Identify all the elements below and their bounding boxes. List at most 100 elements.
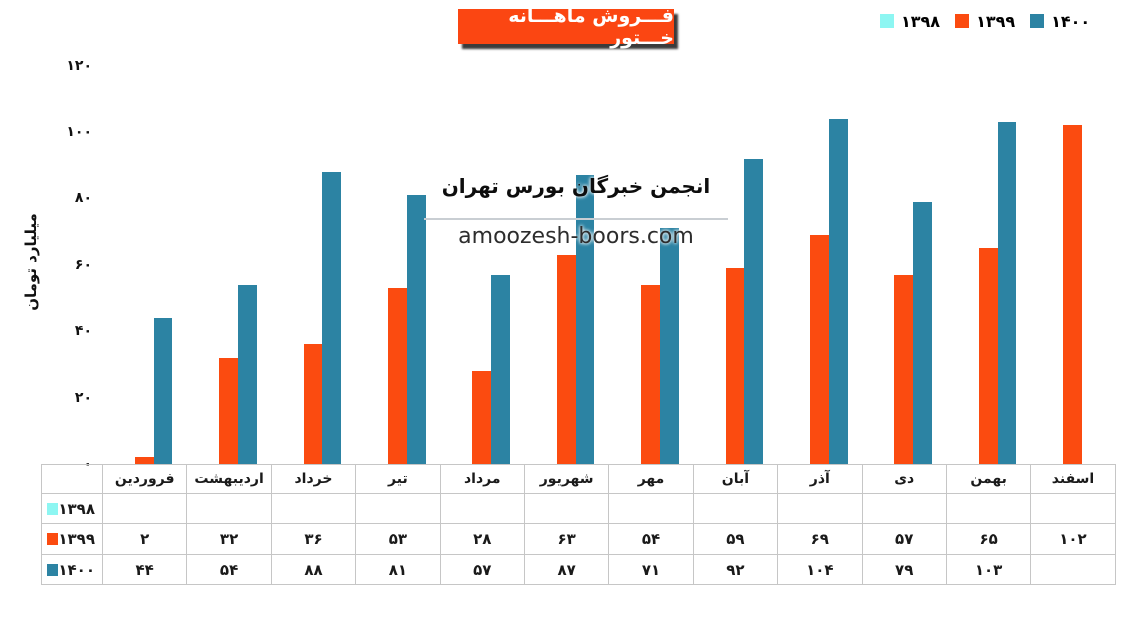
table-cell-1400-month-4: ۸۱ — [355, 554, 441, 585]
bar-1400-month-9 — [828, 119, 848, 464]
table-cell-1398-month-9 — [777, 493, 863, 524]
table-cell-1400-month-1: ۴۴ — [101, 554, 188, 585]
month-header-9: آذر — [777, 464, 863, 494]
table-legend-key-icon — [47, 502, 59, 515]
table-cell-1398-month-3 — [270, 493, 357, 524]
table-cell-1398-month-11 — [945, 493, 1032, 524]
legend-label: ۱۴۰۰ — [1051, 11, 1091, 31]
table-legend-key-icon — [47, 533, 59, 545]
bar-1400-month-2 — [237, 285, 257, 464]
chart-title: فـــروش ماهـــانه خـــتور — [458, 5, 674, 49]
table-cell-1400-month-9: ۱۰۴ — [777, 554, 863, 585]
table-row-header: ۱۳۹۸ — [41, 493, 103, 524]
table-cell-1400-month-5: ۵۷ — [439, 554, 525, 585]
bar-1400-month-3 — [322, 172, 342, 464]
y-tick-label: ۱۰۰ — [66, 124, 92, 140]
table-cell-1398-month-5 — [439, 493, 525, 524]
y-tick-label: ۸۰ — [74, 190, 92, 207]
legend: ۱۳۹۸ ۱۳۹۹ ۱۴۰۰ — [880, 12, 1090, 31]
y-axis-title: میلیارد تومان — [22, 213, 40, 311]
bar-1400-month-10 — [913, 202, 932, 464]
legend-swatch-icon — [1030, 14, 1045, 28]
bar-1399-month-1 — [134, 457, 154, 464]
table-row-1398: ۱۳۹۸ — [41, 493, 1116, 524]
month-header-10: دی — [861, 464, 947, 494]
watermark-divider — [424, 218, 728, 220]
month-header-7: مهر — [608, 464, 694, 494]
bar-1399-month-8 — [725, 268, 745, 464]
month-header-8: آبان — [692, 464, 779, 494]
table-cell-1399-month-2: ۳۲ — [186, 523, 272, 555]
legend-label: ۱۳۹۹ — [976, 11, 1016, 31]
watermark: انجمن خبرگان بورس تهران amoozesh-boors.c… — [420, 170, 732, 252]
table-cell-1399-month-8: ۵۹ — [692, 523, 779, 555]
table-cell-1400-month-11: ۱۰۳ — [945, 554, 1032, 585]
legend-item-3: ۱۴۰۰ — [1030, 12, 1090, 31]
legend-swatch-icon — [955, 14, 970, 28]
table-cell-1399-month-4: ۵۳ — [355, 523, 441, 555]
table-cell-1398-month-6 — [523, 493, 610, 524]
table-cell-1400-month-8: ۹۲ — [692, 554, 779, 585]
bar-1400-month-8 — [744, 159, 764, 464]
table-row-1399: ۱۳۹۹ ۲ ۳۲ ۳۶ ۵۳ ۲۸ ۶۳ ۵۴ ۵۹ ۶۹ ۵۷ ۶۵ ۱۰۲ — [41, 523, 1116, 555]
table-cell-1399-month-9: ۶۹ — [777, 523, 863, 555]
table-cell-1399-month-3: ۳۶ — [270, 523, 357, 555]
legend-item-2: ۱۳۹۹ — [955, 12, 1015, 31]
month-header-4: تیر — [355, 464, 441, 494]
month-header-5: مرداد — [439, 464, 525, 494]
y-tick-label: ۲۰ — [74, 389, 92, 406]
month-header-3: خرداد — [270, 464, 357, 494]
bar-1399-month-3 — [303, 344, 323, 464]
table-cell-1398-month-8 — [692, 493, 779, 524]
month-header-12: اسفند — [1030, 464, 1116, 494]
table-row-year-label: ۱۳۹۹ — [58, 530, 95, 548]
table-cell-1399-month-5: ۲۸ — [439, 523, 525, 555]
data-table: فروردین اردیبهشت خرداد تیر مرداد شهریور مهر آبا… — [41, 464, 1116, 585]
y-tick-label: ۶۰ — [74, 256, 92, 273]
bar-1399-month-2 — [219, 358, 238, 464]
bar-1400-month-11 — [997, 122, 1017, 464]
table-cell-1399-month-12: ۱۰۲ — [1030, 523, 1116, 555]
bar-1399-month-6 — [556, 255, 576, 464]
table-cell-1400-month-12 — [1030, 554, 1116, 585]
table-cell-1400-month-10: ۷۹ — [861, 554, 947, 585]
watermark-line1: انجمن خبرگان بورس تهران — [441, 174, 711, 198]
bar-1399-month-5 — [472, 371, 492, 464]
bar-1400-month-7 — [659, 228, 679, 464]
month-header-11: بهمن — [945, 464, 1032, 494]
bar-1399-month-7 — [641, 285, 660, 464]
table-cell-1398-month-4 — [355, 493, 441, 524]
table-row-1400: ۱۴۰۰ ۴۴ ۵۴ ۸۸ ۸۱ ۵۷ ۸۷ ۷۱ ۹۲ ۱۰۴ ۷۹ ۱۰۳ — [41, 554, 1116, 585]
table-cell-1398-month-1 — [101, 493, 188, 524]
table-cell-1400-month-2: ۵۴ — [186, 554, 272, 585]
bar-1399-month-4 — [388, 288, 407, 464]
table-row-year-label: ۱۳۹۸ — [58, 499, 95, 518]
table-cell-1399-month-6: ۶۳ — [523, 523, 610, 555]
bar-1399-month-10 — [894, 275, 914, 464]
watermark-line2: amoozesh-boors.com — [458, 224, 694, 249]
table-row-header: ۱۴۰۰ — [41, 554, 103, 585]
table-cell-1399-month-7: ۵۴ — [608, 523, 694, 555]
table-cell-1399-month-11: ۶۵ — [945, 523, 1032, 555]
bar-1399-month-11 — [978, 248, 998, 464]
table-cell-1399-month-10: ۵۷ — [861, 523, 947, 555]
table-cell-1400-month-6: ۸۷ — [523, 554, 610, 585]
bar-1399-month-12 — [1063, 125, 1082, 464]
table-cell-1400-month-3: ۸۸ — [270, 554, 357, 585]
table-cell-1398-month-12 — [1030, 493, 1116, 524]
bar-1400-month-1 — [153, 318, 173, 464]
table-cell-1399-month-1: ۲ — [101, 523, 188, 555]
legend-label: ۱۳۹۸ — [901, 11, 941, 31]
bar-1400-month-5 — [491, 275, 510, 464]
table-corner-cell — [41, 464, 103, 494]
month-header-2: اردیبهشت — [186, 464, 272, 494]
legend-swatch-icon — [880, 14, 894, 28]
y-tick-label: ۴۰ — [74, 323, 92, 340]
table-cell-1400-month-7: ۷۱ — [608, 554, 694, 585]
table-cell-1398-month-2 — [186, 493, 272, 524]
plot-area — [102, 58, 1115, 464]
legend-item-1: ۱۳۹۸ — [880, 12, 940, 31]
table-legend-key-icon — [47, 563, 59, 576]
table-row-year-label: ۱۴۰۰ — [58, 560, 95, 579]
bar-1400-month-6 — [575, 175, 595, 464]
